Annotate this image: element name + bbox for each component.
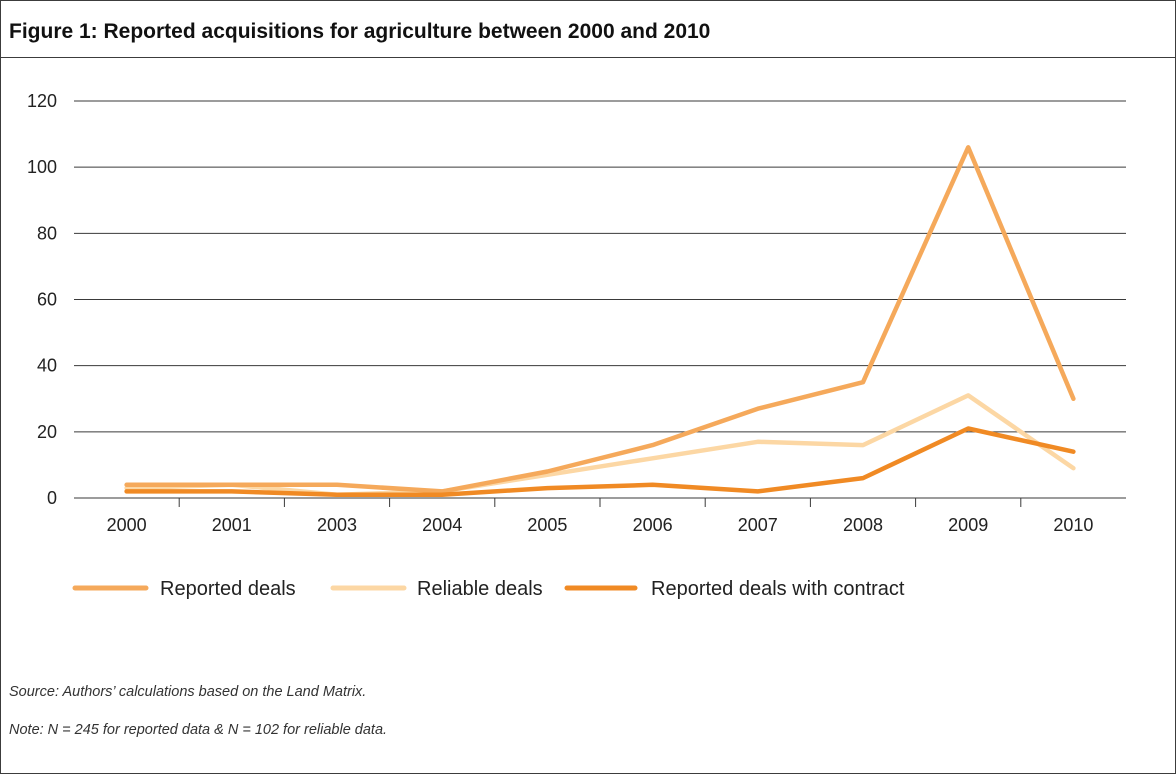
source-note: Source: Authors’ calculations based on t…: [9, 684, 367, 700]
y-tick-label: 100: [27, 157, 57, 177]
sample-size-note: Note: N = 245 for reported data & N = 10…: [9, 722, 388, 738]
title-divider: [0, 57, 1176, 58]
gridlines: [74, 100, 1126, 499]
series-line-reliable-deals: [124, 393, 1076, 497]
legend-label-reported-deals-with-contract: Reported deals with contract: [651, 578, 905, 600]
x-tick-label: 2006: [633, 515, 673, 535]
x-tick-label: 2004: [422, 515, 462, 535]
legend: Reported deals Reliable deals Reported dea…: [72, 578, 905, 600]
y-tick-label: 60: [37, 290, 57, 310]
x-tick-label: 2008: [843, 515, 883, 535]
x-tick-label: 2005: [527, 515, 567, 535]
x-tick-label: 2009: [948, 515, 988, 535]
x-tick-label: 2000: [107, 515, 147, 535]
legend-label-reported-deals: Reported deals: [160, 578, 296, 600]
chart-title: Figure 1: Reported acquisitions for agri…: [9, 20, 711, 43]
y-axis-tick-labels: 0 20 40 60 80 100 120: [27, 91, 57, 508]
y-tick-label: 20: [37, 422, 57, 442]
x-tick-label: 2010: [1053, 515, 1093, 535]
series-lines: [124, 145, 1076, 497]
line-chart: 0 20 40 60 80 100 120 2000 2001 2003 2004 2005 2006…: [27, 91, 1126, 600]
x-tick-label: 2003: [317, 515, 357, 535]
series-line-reported-deals-with-contract: [124, 426, 1076, 497]
legend-label-reliable-deals: Reliable deals: [417, 578, 543, 600]
y-tick-label: 120: [27, 91, 57, 111]
series-line-reported-deals: [124, 145, 1076, 494]
y-tick-label: 0: [47, 488, 57, 508]
x-tick-label: 2001: [212, 515, 252, 535]
y-tick-label: 80: [37, 223, 57, 243]
y-tick-label: 40: [37, 356, 57, 376]
x-axis-ticks: 2000 2001 2003 2004 2005 2006 2007 2008 2009 2010: [107, 498, 1093, 535]
x-tick-label: 2007: [738, 515, 778, 535]
